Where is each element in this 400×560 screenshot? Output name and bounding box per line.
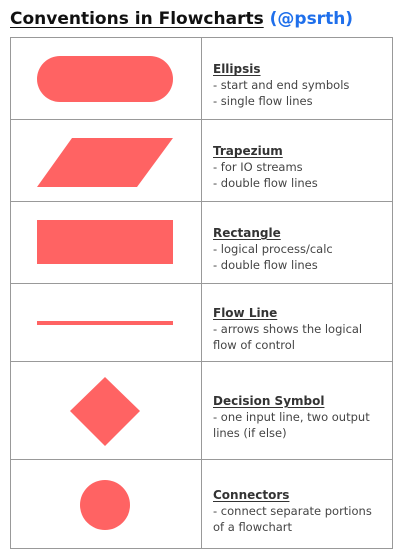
page-title: Conventions in Flowcharts (@psrth) bbox=[10, 8, 353, 30]
row-title: Flow Line bbox=[213, 306, 278, 320]
conventions-table: Ellipsis - start and end symbols - singl… bbox=[10, 37, 393, 549]
shape-cell bbox=[10, 361, 202, 460]
row-line: - one input line, two output bbox=[213, 410, 370, 424]
rectangle-symbol bbox=[37, 219, 173, 264]
description-cell: Rectangle - logical process/calc - doubl… bbox=[201, 201, 393, 284]
row-line: - arrows shows the logical bbox=[213, 322, 363, 336]
table-row: Rectangle - logical process/calc - doubl… bbox=[10, 201, 393, 284]
flow-line-symbol bbox=[37, 320, 173, 325]
description-cell: Trapezium - for IO streams - double flow… bbox=[201, 119, 393, 202]
shape-cell bbox=[10, 459, 202, 549]
shape-cell bbox=[10, 37, 202, 120]
row-line: - start and end symbols bbox=[213, 78, 350, 92]
circle-symbol bbox=[80, 479, 130, 530]
ellipse-shape bbox=[37, 55, 173, 102]
row-line: of a flowchart bbox=[213, 519, 293, 534]
row-line: - double flow lines bbox=[213, 176, 318, 190]
description-cell: Decision Symbol - one input line, two ou… bbox=[201, 361, 393, 460]
shape-cell bbox=[10, 283, 202, 362]
row-line: - for IO streams bbox=[213, 160, 303, 174]
shape-cell bbox=[10, 119, 202, 202]
table-row: Trapezium - for IO streams - double flow… bbox=[10, 119, 393, 202]
title-handle: (@psrth) bbox=[269, 9, 354, 29]
circle-shape bbox=[80, 479, 130, 530]
row-line: - double flow lines bbox=[213, 258, 318, 272]
row-title: Decision Symbol bbox=[213, 394, 325, 408]
trapezium-symbol bbox=[37, 137, 173, 187]
rectangle-shape bbox=[37, 219, 173, 264]
description-cell: Flow Line - arrows shows the logical flo… bbox=[201, 283, 393, 362]
row-title: Ellipsis bbox=[213, 62, 261, 76]
description-cell: Connectors - connect separate portions o… bbox=[201, 459, 393, 549]
table-row: Connectors - connect separate portions o… bbox=[10, 459, 393, 549]
diamond-shape bbox=[70, 376, 140, 446]
table-row: Decision Symbol - one input line, two ou… bbox=[10, 361, 393, 460]
table-row: Ellipsis - start and end symbols - singl… bbox=[10, 37, 393, 120]
row-title: Connectors bbox=[213, 487, 290, 502]
diamond-symbol bbox=[70, 376, 140, 446]
row-line: - connect separate portions bbox=[213, 503, 372, 518]
row-title: Rectangle bbox=[213, 226, 281, 240]
title-main: Conventions in Flowcharts bbox=[10, 9, 264, 29]
shape-cell bbox=[10, 201, 202, 284]
ellipse-symbol bbox=[37, 55, 173, 102]
table-row: Flow Line - arrows shows the logical flo… bbox=[10, 283, 393, 362]
row-line: - single flow lines bbox=[213, 94, 313, 108]
row-line: flow of control bbox=[213, 338, 295, 352]
row-line: lines (if else) bbox=[213, 426, 287, 440]
row-title: Trapezium bbox=[213, 144, 283, 158]
trapezium-shape bbox=[37, 137, 173, 187]
description-cell: Ellipsis - start and end symbols - singl… bbox=[201, 37, 393, 120]
row-line: - logical process/calc bbox=[213, 242, 333, 256]
flow-line-shape bbox=[37, 320, 173, 325]
